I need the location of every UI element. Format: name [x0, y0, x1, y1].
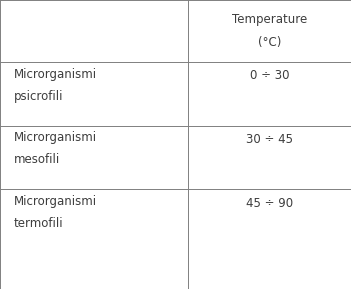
- Text: Temperature
(°C): Temperature (°C): [232, 13, 307, 49]
- Text: Microrganismi
termofili: Microrganismi termofili: [14, 195, 97, 230]
- Text: Microrganismi
mesofili: Microrganismi mesofili: [14, 131, 97, 166]
- Text: Microrganismi
psicrofili: Microrganismi psicrofili: [14, 68, 97, 103]
- Text: 0 ÷ 30: 0 ÷ 30: [250, 69, 289, 82]
- Text: 30 ÷ 45: 30 ÷ 45: [246, 133, 293, 146]
- Text: 45 ÷ 90: 45 ÷ 90: [246, 197, 293, 210]
